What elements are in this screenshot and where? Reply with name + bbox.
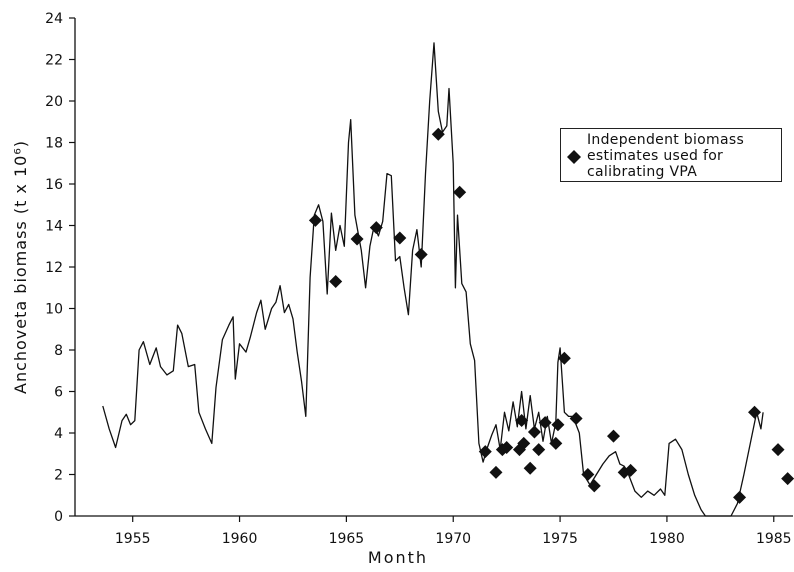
- data-point: [781, 472, 794, 486]
- data-point: [532, 443, 546, 457]
- data-point: [369, 221, 383, 235]
- x-tick-label: 1960: [222, 531, 258, 547]
- data-line: [102, 42, 764, 517]
- y-tick-label: 20: [45, 94, 63, 110]
- y-tick-label: 4: [54, 426, 63, 442]
- y-tick-label: 2: [54, 468, 63, 484]
- data-point: [527, 425, 541, 439]
- data-point: [557, 351, 571, 365]
- x-axis-title: Month: [368, 548, 428, 567]
- data-point: [329, 275, 343, 289]
- data-point: [587, 479, 601, 493]
- data-point: [308, 213, 322, 227]
- legend-label: Independent biomass estimates used for c…: [587, 132, 745, 180]
- x-tick-label: 1985: [756, 531, 792, 547]
- data-point: [350, 232, 364, 246]
- data-point: [489, 465, 503, 479]
- y-tick-label: 6: [54, 385, 63, 401]
- data-point: [517, 436, 531, 450]
- data-point: [538, 416, 552, 430]
- legend: Independent biomass estimates used for c…: [560, 128, 782, 182]
- y-tick-label: 14: [45, 219, 63, 235]
- data-point: [453, 185, 467, 199]
- x-tick-label: 1970: [435, 531, 471, 547]
- x-tick-label: 1955: [115, 531, 151, 547]
- data-point: [515, 414, 529, 428]
- data-point: [569, 411, 583, 425]
- y-tick-label: 0: [54, 509, 63, 525]
- y-tick-label: 24: [45, 11, 63, 27]
- y-tick-label: 18: [45, 136, 63, 152]
- y-tick-label: 8: [54, 343, 63, 359]
- y-tick-label: 10: [45, 302, 63, 318]
- data-point: [551, 418, 565, 432]
- data-point: [478, 445, 492, 459]
- data-point: [500, 441, 514, 455]
- y-tick-label: 16: [45, 177, 63, 193]
- data-point: [771, 443, 785, 457]
- y-tick-label: 22: [45, 53, 63, 69]
- data-point: [393, 231, 407, 245]
- y-tick-label: 12: [45, 260, 63, 276]
- data-point: [581, 468, 595, 481]
- legend-marker: [567, 150, 581, 164]
- x-tick-label: 1975: [542, 531, 578, 547]
- y-axis-title: Anchoveta biomass (t x 10⁶): [11, 140, 30, 394]
- data-point: [431, 127, 445, 141]
- data-point: [523, 461, 537, 475]
- data-point: [414, 248, 428, 262]
- x-tick-label: 1965: [329, 531, 365, 547]
- data-point: [607, 429, 620, 443]
- data-point: [549, 436, 563, 450]
- data-point: [733, 490, 747, 504]
- x-tick-label: 1980: [649, 531, 685, 547]
- data-point: [624, 463, 638, 477]
- data-point: [748, 405, 762, 419]
